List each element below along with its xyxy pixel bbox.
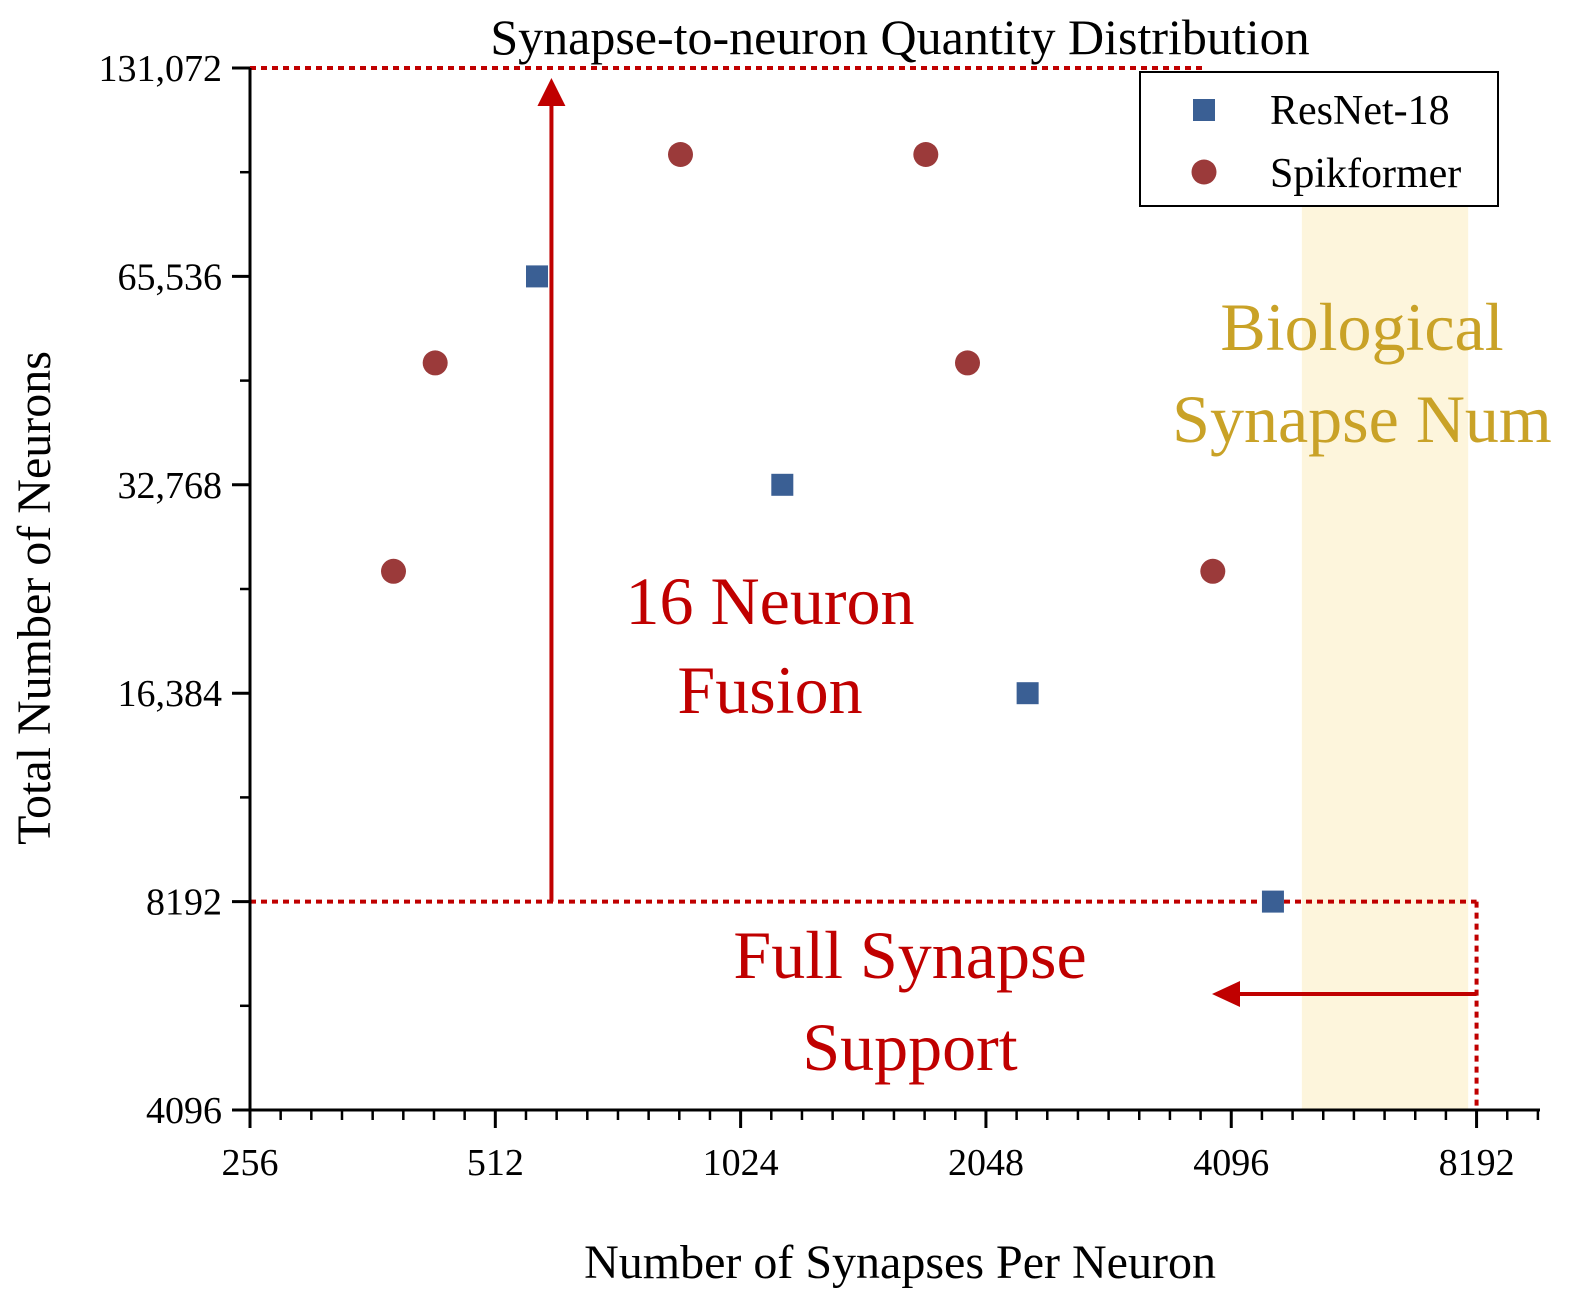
legend-resnet-18-label: ResNet-18 — [1270, 88, 1450, 134]
neuron-fusion-label: Fusion — [677, 652, 862, 728]
y-axis-label: Total Number of Neurons — [8, 351, 61, 845]
x-tick-label: 1024 — [703, 1142, 779, 1184]
y-tick-label: 32,768 — [118, 465, 223, 507]
full-synapse-arrow-head — [1212, 981, 1240, 1007]
spikformer-point — [380, 558, 406, 584]
x-tick-label: 2048 — [948, 1142, 1024, 1184]
x-tick-label: 4096 — [1193, 1142, 1269, 1184]
y-tick-label: 4096 — [146, 1090, 222, 1132]
spikformer-point — [1200, 558, 1226, 584]
y-tick-label: 16,384 — [118, 673, 223, 715]
biological-region — [1301, 200, 1469, 1110]
chart-title: Synapse-to-neuron Quantity Distribution — [490, 9, 1309, 65]
x-tick-label: 8192 — [1439, 1142, 1515, 1184]
y-tick-label: 131,072 — [99, 48, 223, 90]
legend-resnet-18-marker — [1193, 99, 1215, 121]
spikformer-point — [422, 350, 448, 376]
spikformer-point — [667, 141, 693, 167]
x-tick-label: 256 — [222, 1142, 279, 1184]
resnet-18-point — [525, 265, 548, 288]
neuron-fusion-label: 16 Neuron — [626, 563, 915, 639]
spikformer-point — [913, 141, 939, 167]
biological-synapse-label: Biological — [1220, 289, 1503, 365]
legend-spikformer-label: Spikformer — [1270, 151, 1461, 197]
full-synapse-label: Full Synapse — [733, 917, 1086, 993]
biological-synapse-label: Synapse Num — [1172, 381, 1552, 457]
full-synapse-label: Support — [802, 1009, 1017, 1085]
y-tick-label: 65,536 — [118, 256, 223, 298]
legend-spikformer-marker — [1191, 159, 1217, 185]
x-tick-label: 512 — [467, 1142, 524, 1184]
resnet-18-point — [1261, 890, 1284, 913]
spikformer-point — [954, 350, 980, 376]
x-axis-label: Number of Synapses Per Neuron — [584, 1236, 1216, 1289]
resnet-18-point — [771, 473, 794, 496]
resnet-18-point — [1016, 682, 1039, 705]
neuron-fusion-arrow-head — [537, 78, 566, 106]
y-tick-label: 8192 — [146, 882, 222, 924]
